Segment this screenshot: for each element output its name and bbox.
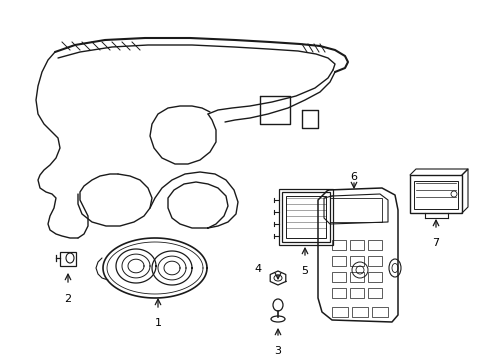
- Text: 1: 1: [154, 318, 161, 328]
- Bar: [367, 240, 381, 250]
- Bar: [331, 256, 346, 266]
- Bar: [282, 192, 329, 242]
- Text: 4: 4: [254, 264, 261, 274]
- Bar: [331, 288, 346, 298]
- Bar: [331, 272, 346, 282]
- Bar: [349, 256, 363, 266]
- Bar: [349, 272, 363, 282]
- Text: 3: 3: [274, 346, 281, 356]
- Bar: [285, 196, 325, 238]
- Bar: [60, 252, 76, 266]
- Bar: [351, 307, 367, 317]
- Bar: [349, 288, 363, 298]
- Bar: [329, 198, 381, 222]
- Bar: [349, 240, 363, 250]
- Bar: [367, 272, 381, 282]
- Text: 7: 7: [431, 238, 439, 248]
- Bar: [371, 307, 387, 317]
- Bar: [279, 189, 332, 245]
- Bar: [367, 288, 381, 298]
- Text: 6: 6: [350, 172, 357, 182]
- Bar: [367, 256, 381, 266]
- Bar: [413, 181, 457, 209]
- Bar: [331, 307, 347, 317]
- Text: 5: 5: [301, 266, 308, 276]
- Text: 2: 2: [64, 294, 71, 304]
- Bar: [409, 175, 461, 213]
- Bar: [331, 240, 346, 250]
